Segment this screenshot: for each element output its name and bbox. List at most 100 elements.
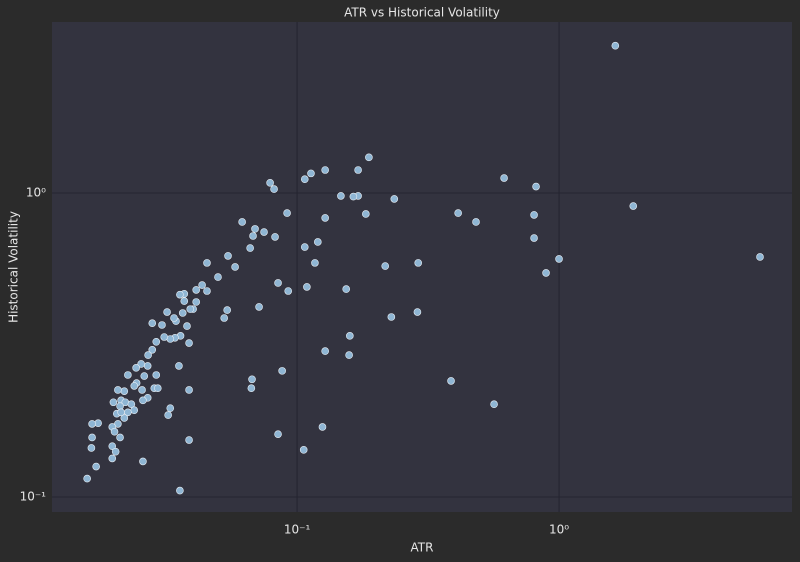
point (266, 179, 274, 187)
point (337, 192, 345, 200)
point (321, 166, 329, 174)
point (203, 287, 211, 295)
point (144, 351, 152, 359)
point (116, 433, 124, 442)
point (198, 281, 206, 289)
point (192, 298, 200, 306)
point (249, 232, 257, 240)
point (130, 382, 139, 390)
point (185, 339, 193, 347)
point (139, 457, 147, 466)
point (176, 486, 184, 495)
point (270, 185, 278, 193)
point (108, 454, 117, 463)
point (365, 153, 373, 162)
point (185, 386, 193, 394)
point (120, 414, 129, 422)
point (274, 279, 282, 287)
point (223, 306, 231, 314)
point (137, 360, 145, 368)
point (472, 218, 480, 226)
point (447, 377, 455, 385)
point (318, 423, 327, 431)
chart-title: ATR vs Historical Volatility (344, 6, 500, 20)
point (354, 166, 362, 174)
point (117, 408, 125, 417)
point (192, 286, 200, 294)
point (299, 446, 308, 454)
x-tick-label: 10⁰ (549, 523, 569, 537)
point (92, 462, 100, 471)
point (349, 192, 358, 201)
point (321, 347, 329, 355)
point (532, 182, 540, 191)
point (248, 375, 256, 384)
point (109, 398, 118, 407)
point (346, 332, 354, 340)
point (166, 404, 175, 412)
point (454, 209, 462, 217)
y-tick-label: 10⁻¹ (20, 490, 47, 504)
point (414, 259, 423, 267)
point (611, 41, 620, 50)
point (176, 290, 184, 299)
point (387, 313, 396, 321)
point (362, 210, 370, 218)
point (203, 259, 211, 267)
point (164, 411, 172, 419)
point (120, 387, 129, 395)
point (139, 396, 147, 405)
point (246, 244, 254, 252)
point (300, 175, 309, 183)
point (88, 433, 96, 442)
point (500, 174, 508, 182)
point (116, 402, 124, 410)
point (278, 367, 286, 375)
point (175, 362, 183, 370)
point (490, 400, 498, 409)
point (247, 384, 256, 393)
point (108, 442, 117, 450)
point (238, 218, 246, 226)
point (160, 333, 168, 341)
point (307, 169, 315, 178)
point (152, 371, 161, 379)
point (130, 406, 139, 415)
point (231, 263, 239, 271)
point (251, 225, 259, 233)
point (183, 322, 191, 330)
point (83, 474, 91, 483)
point (756, 253, 764, 261)
point (148, 319, 157, 328)
point (111, 447, 120, 456)
point (345, 351, 353, 359)
point (530, 234, 538, 242)
point (158, 321, 166, 329)
plot-area (52, 22, 792, 512)
point (321, 214, 329, 222)
point (314, 238, 322, 246)
point (132, 364, 140, 372)
point (284, 287, 293, 295)
point (87, 444, 96, 452)
point (260, 228, 268, 236)
point (224, 252, 232, 260)
point (138, 386, 146, 394)
point (110, 427, 119, 436)
point (381, 262, 390, 270)
x-tick-label: 10⁻¹ (284, 523, 311, 537)
point (530, 211, 538, 219)
point (271, 233, 279, 241)
point (152, 338, 161, 346)
point (124, 371, 132, 379)
point (342, 285, 350, 293)
y-axis-label: Historical Volatility (7, 211, 21, 323)
point (303, 283, 311, 291)
point (154, 384, 162, 393)
point (274, 430, 282, 438)
point (311, 259, 319, 267)
point (88, 420, 96, 428)
y-tick-label: 10⁰ (26, 185, 46, 199)
